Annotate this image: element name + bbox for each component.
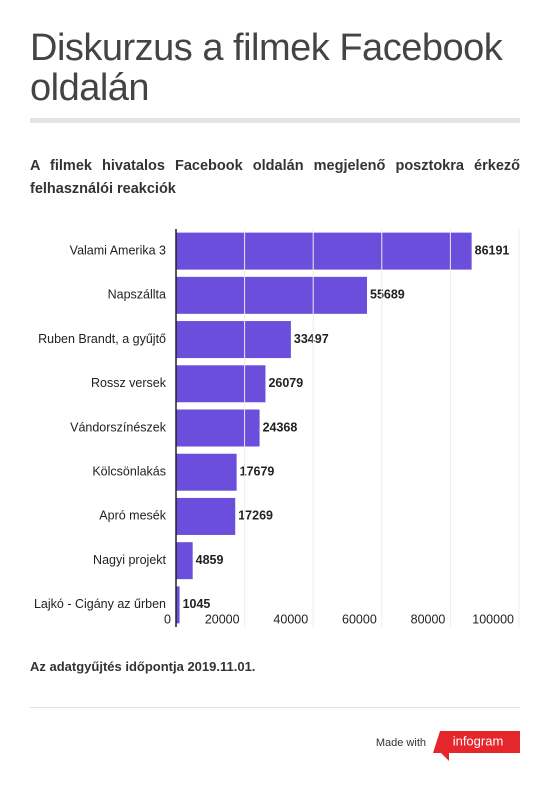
y-tick-label: Valami Amerika 3 [70, 243, 166, 257]
y-tick-label: Nagyi projekt [93, 553, 166, 567]
brand: infogram [453, 733, 504, 748]
title-rule [30, 118, 520, 123]
bar [176, 497, 236, 535]
x-tick-label: 0 [164, 612, 171, 626]
chart-subtitle: A filmek hivatalos Facebook oldalán megj… [30, 158, 520, 197]
x-tick-label: 80000 [411, 612, 446, 626]
x-tick-label: 40000 [273, 612, 308, 626]
bar [176, 321, 291, 359]
y-tick-label: Lajkó - Cigány az űrben [34, 597, 166, 611]
value-label: 24368 [263, 420, 298, 434]
value-label: 17269 [238, 509, 273, 523]
y-tick-label: Rossz versek [91, 376, 167, 390]
bar [176, 453, 237, 491]
footer-rule [30, 707, 520, 708]
value-label: 4859 [196, 553, 224, 567]
made-with: Made with [376, 737, 426, 749]
value-label: 17679 [240, 465, 275, 479]
bar [176, 542, 193, 580]
value-label: 55689 [370, 288, 405, 302]
y-tick-label: Kölcsönlakás [92, 465, 166, 479]
chart-title: Diskurzus a filmek Facebook oldalán [30, 27, 503, 109]
x-tick-label: 60000 [342, 612, 377, 626]
value-label: 86191 [475, 243, 510, 257]
chart-note: Az adatgyűjtés időpontja 2019.11.01. [30, 659, 256, 674]
bar [176, 586, 180, 624]
value-label: 26079 [268, 376, 303, 390]
value-label: 1045 [183, 597, 211, 611]
brand-badge [433, 731, 520, 761]
y-tick-label: Apró mesék [99, 509, 166, 523]
x-tick-label: 100000 [472, 612, 514, 626]
y-tick-label: Vándorszínészek [70, 420, 167, 434]
bar [176, 232, 472, 270]
bar [176, 365, 266, 403]
y-tick-label: Napszállta [108, 288, 166, 302]
bar [176, 409, 260, 447]
bar [176, 276, 368, 314]
value-label: 33497 [294, 332, 329, 346]
y-tick-label: Ruben Brandt, a gyűjtő [38, 332, 166, 346]
x-tick-label: 20000 [205, 612, 240, 626]
